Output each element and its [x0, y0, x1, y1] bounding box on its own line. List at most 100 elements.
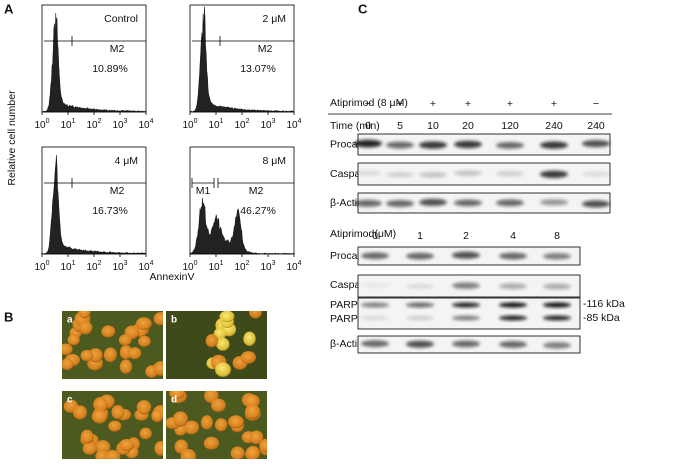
- band: [361, 340, 389, 348]
- cell: [219, 311, 235, 323]
- panel-label: B: [4, 309, 13, 324]
- cell: [214, 418, 228, 432]
- tick-exp: 3: [272, 260, 276, 267]
- cell: [62, 358, 74, 371]
- cell: [203, 436, 220, 450]
- x-tick-label: 103: [260, 118, 275, 131]
- cells: [62, 311, 163, 378]
- cell: [139, 427, 152, 440]
- x-tick-label: 100: [34, 118, 49, 131]
- tick-base: 10: [286, 262, 298, 273]
- tick-exp: 3: [272, 118, 276, 125]
- time-value: 240: [587, 120, 605, 132]
- cell: [136, 400, 152, 415]
- x-tick-label: 102: [234, 118, 249, 131]
- histogram-title: 8 μM: [262, 155, 286, 167]
- cell: [240, 351, 256, 364]
- dose-value: 2: [463, 230, 469, 242]
- histogram-title: Control: [104, 13, 138, 25]
- dose-value: 0: [372, 230, 378, 242]
- tick-exp: 3: [124, 118, 128, 125]
- percent-label: 46.27%: [240, 205, 276, 217]
- band: [419, 171, 447, 178]
- band: [361, 282, 389, 288]
- treatment-sign: +: [465, 98, 471, 110]
- histogram: [189, 6, 295, 113]
- cell: [216, 337, 230, 351]
- band: [543, 283, 571, 290]
- band: [496, 141, 524, 149]
- cell: [119, 438, 135, 451]
- gate-label: M2: [110, 185, 125, 197]
- dose-value: 4: [510, 230, 516, 242]
- time-value: 240: [545, 120, 563, 132]
- tick-exp: 1: [220, 260, 224, 267]
- cell: [135, 317, 152, 331]
- cell: [101, 325, 116, 338]
- gate-label: M2: [258, 43, 273, 55]
- tick-base: 10: [182, 120, 194, 131]
- treatment-sign: +: [507, 98, 513, 110]
- band: [386, 171, 414, 178]
- row-label: β-Actin: [330, 338, 363, 350]
- x-tick-label: 104: [286, 260, 301, 273]
- band: [543, 315, 571, 321]
- time-value: 5: [397, 120, 403, 132]
- gate-label: M1: [196, 185, 211, 197]
- cell: [138, 335, 151, 347]
- cell: [184, 420, 200, 435]
- cell: [78, 320, 93, 335]
- tick-exp: 2: [98, 260, 102, 267]
- cell: [215, 362, 231, 378]
- cell: [230, 446, 245, 459]
- x-tick-label: 101: [60, 260, 75, 273]
- tick-exp: 4: [298, 118, 302, 125]
- band: [582, 140, 610, 148]
- x-tick-label: 104: [138, 118, 153, 131]
- cell: [82, 442, 98, 455]
- cell: [95, 440, 111, 455]
- treatment-sign: −: [365, 98, 371, 110]
- tick-exp: 0: [46, 118, 50, 125]
- cell: [93, 397, 109, 412]
- cell: [104, 449, 121, 459]
- treatment-sign: −: [593, 98, 599, 110]
- treatment-sign: +: [430, 98, 436, 110]
- band: [499, 302, 527, 308]
- histogram-title: 4 μM: [114, 155, 138, 167]
- micrograph: [62, 391, 163, 459]
- percent-label: 13.07%: [240, 63, 276, 75]
- tick-exp: 4: [150, 118, 154, 125]
- band: [386, 141, 414, 149]
- band: [406, 283, 434, 290]
- cell: [62, 343, 73, 356]
- cell: [244, 404, 261, 419]
- cell: [67, 334, 80, 346]
- tick-base: 10: [286, 120, 298, 131]
- band: [406, 315, 434, 321]
- tick-base: 10: [60, 120, 72, 131]
- cell: [245, 445, 261, 459]
- x-tick-label: 104: [286, 118, 301, 131]
- band: [361, 302, 389, 308]
- tick-exp: 0: [194, 260, 198, 267]
- cell: [205, 334, 218, 348]
- cells: [166, 391, 267, 459]
- tick-base: 10: [34, 120, 46, 131]
- band: [354, 170, 382, 176]
- cell: [243, 331, 256, 347]
- panel-label: C: [358, 1, 368, 16]
- cell: [80, 349, 94, 362]
- cell: [200, 415, 213, 430]
- dose-value: 8: [554, 230, 560, 242]
- cell: [180, 449, 197, 459]
- band: [499, 315, 527, 321]
- x-tick-label: 103: [260, 260, 275, 273]
- band: [499, 341, 527, 348]
- band: [454, 199, 482, 207]
- histogram: [41, 154, 147, 255]
- band: [361, 252, 389, 260]
- cell: [103, 347, 117, 363]
- cell: [151, 409, 163, 423]
- x-tick-label: 102: [86, 118, 101, 131]
